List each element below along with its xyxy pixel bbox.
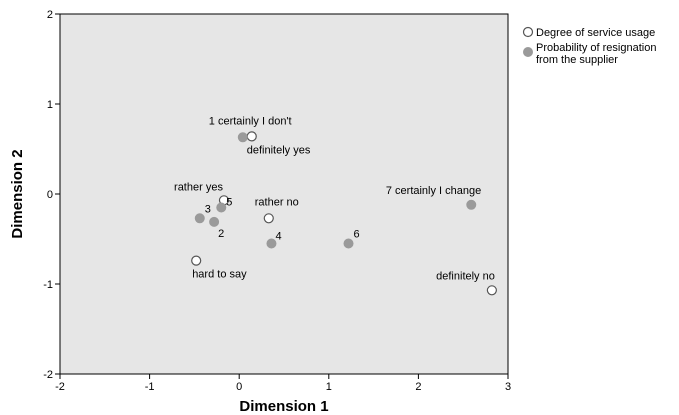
- service-usage-point: [246, 131, 257, 142]
- resignation-point: [209, 216, 220, 227]
- point-label: definitely yes: [247, 144, 311, 156]
- point-label: 1 certainly I don't: [209, 115, 292, 127]
- point-label: hard to say: [192, 269, 247, 281]
- legend-label-resignation-line2: from the supplier: [536, 54, 618, 66]
- resignation-point: [266, 238, 277, 249]
- resignation-point: [216, 202, 227, 213]
- x-axis-title: Dimension 1: [239, 398, 328, 415]
- service-usage-point: [263, 213, 274, 224]
- legend-marker-hollow: [522, 26, 534, 38]
- data-points: [191, 131, 497, 296]
- y-tick-label: 2: [47, 9, 53, 21]
- legend-label-resignation: Probability of resignation: [536, 42, 656, 54]
- y-tick-label: -1: [43, 279, 53, 291]
- legend-label-service-usage: Degree of service usage: [536, 27, 655, 39]
- point-label: 7 certainly I change: [386, 185, 481, 197]
- point-label: rather no: [255, 196, 299, 208]
- point-label: 3: [205, 203, 211, 215]
- resignation-point: [466, 199, 477, 210]
- resignation-point: [194, 213, 205, 224]
- resignation-point: [343, 238, 354, 249]
- axis-ticks: -2 -1 0 1 2 3 -2 -1 0 1 2: [43, 9, 511, 393]
- point-label: 6: [354, 229, 360, 241]
- point-label: definitely no: [436, 270, 495, 282]
- point-labels: definitely yes rather yes rather no hard to…: [174, 115, 495, 282]
- x-tick-label: 1: [326, 381, 332, 393]
- y-axis-title: Dimension 2: [9, 149, 26, 238]
- x-tick-label: 0: [236, 381, 242, 393]
- plot-area: [59, 13, 509, 375]
- legend: Degree of service usage Probability of r…: [522, 26, 656, 66]
- y-tick-label: 0: [47, 189, 53, 201]
- x-tick-label: 3: [505, 381, 511, 393]
- point-label: 5: [226, 197, 232, 209]
- point-label: 2: [218, 228, 224, 240]
- y-tick-label: 1: [47, 99, 53, 111]
- x-tick-label: -1: [145, 381, 155, 393]
- x-tick-label: -2: [55, 381, 65, 393]
- legend-marker-filled: [523, 47, 533, 57]
- service-usage-point: [486, 285, 497, 296]
- point-label: rather yes: [174, 181, 223, 193]
- point-label: 4: [275, 231, 281, 243]
- y-tick-label: -2: [43, 369, 53, 381]
- x-tick-label: 2: [415, 381, 421, 393]
- service-usage-point: [191, 255, 202, 266]
- resignation-point: [237, 132, 248, 143]
